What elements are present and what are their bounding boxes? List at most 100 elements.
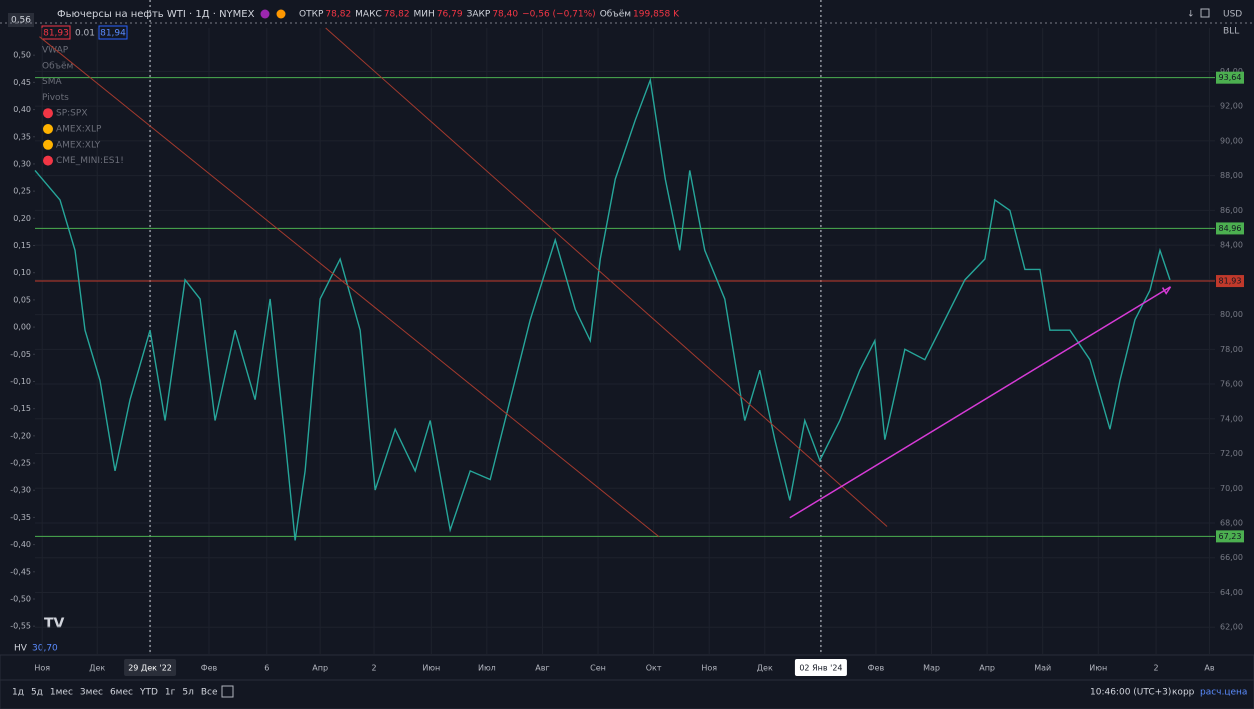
x-tick-label: Мар <box>923 664 940 673</box>
y2-tick-label: 0,30 <box>13 159 31 168</box>
y2-tick-label: 0,35 <box>13 132 31 141</box>
adjust[interactable]: корр <box>1172 688 1195 698</box>
level-label: 67,23 <box>1219 532 1242 541</box>
x-tick-label: Июн <box>1089 664 1107 673</box>
range-button[interactable]: 1д <box>12 688 24 698</box>
indicator-icon <box>43 108 53 119</box>
y2-tick-label: 0,00 <box>13 323 31 332</box>
x-tick-label: 29 Дек '22 <box>128 664 172 673</box>
icon-down[interactable]: ↓ <box>1187 10 1195 20</box>
y2-tick-label: 0,45 <box>13 78 31 87</box>
ohlc-label: ОТКР <box>299 10 324 20</box>
currency[interactable]: USD <box>1223 10 1242 20</box>
y2-tick-label: 0,15 <box>13 241 31 250</box>
indicator-icon <box>43 155 53 166</box>
level-badge <box>1216 530 1244 543</box>
y2-tick-label: -0,45 <box>10 567 31 576</box>
range-button[interactable]: 5л <box>182 688 193 698</box>
ohlc-value: 78,82 <box>384 10 410 20</box>
range-button[interactable]: 6мес <box>110 688 133 698</box>
y-tick-label: 84,00 <box>1220 241 1243 250</box>
icon-frame[interactable] <box>1200 8 1210 18</box>
x-tick-label: Апр <box>312 664 328 673</box>
y-tick-label: 76,00 <box>1220 380 1243 389</box>
x-tick-label: Фев <box>868 664 885 673</box>
range-button[interactable]: 3мес <box>80 688 103 698</box>
volume: 199,858 K <box>633 10 680 20</box>
volume-label: Объём <box>600 10 631 20</box>
y2-tick-label: -0,35 <box>10 513 31 522</box>
x-tick-label: Ав <box>1204 664 1214 673</box>
price-type[interactable]: расч.цена <box>1200 688 1247 698</box>
time-axis-bar <box>0 654 1254 681</box>
change: −0,56 (−0,71%) <box>522 10 596 20</box>
calendar-icon[interactable] <box>221 685 234 698</box>
arrow-head <box>1161 286 1172 295</box>
y2-tick-label: 0,25 <box>13 187 31 196</box>
range-button[interactable]: 1г <box>165 688 176 698</box>
trend-line <box>325 27 888 527</box>
y-tick-label: 66,00 <box>1220 553 1243 562</box>
unit[interactable]: BLL <box>1223 27 1239 37</box>
left-badge-bg <box>8 13 34 27</box>
ohlc-label: МАКС <box>355 10 382 20</box>
range-button[interactable]: YTD <box>139 688 158 698</box>
y2-tick-label: -0,10 <box>10 377 31 386</box>
indicator-name: VWAP <box>42 46 69 56</box>
x-tick-label: 02 Янв '24 <box>799 664 842 673</box>
x-tick-label: Авг <box>535 664 549 673</box>
y2-tick-label: -0,20 <box>10 431 31 440</box>
buy-price[interactable]: 81,94 <box>100 29 126 39</box>
symbol-title[interactable]: Фьючерсы на нефть WTI · 1Д · NYMEX <box>57 9 255 20</box>
ohlc: ОТКР 78,82 МАКС 78,82 МИН 76,79 ЗАКР 78,40 −0,56… <box>299 10 680 20</box>
logo: TV <box>44 616 65 632</box>
y2-tick-label: 0,05 <box>13 295 31 304</box>
indicator-name: AMEX:XLY <box>56 140 101 150</box>
x-tick-label: Сен <box>590 664 606 673</box>
level-label: 81,93 <box>1219 277 1242 286</box>
range-button[interactable]: Все <box>201 688 218 698</box>
x-tick-label: 6 <box>264 664 269 673</box>
x-tick-label: Июл <box>478 664 496 673</box>
y2-tick-label: -0,25 <box>10 459 31 468</box>
y2-tick-label: -0,30 <box>10 486 31 495</box>
x-tick-highlight <box>124 659 177 676</box>
indicator-name: Объём <box>42 61 73 71</box>
ohlc-label: ЗАКР <box>467 10 491 20</box>
range-button[interactable]: 1мес <box>50 688 73 698</box>
x-tick-label: Ноя <box>701 664 717 673</box>
y-tick-label: 72,00 <box>1220 449 1243 458</box>
ohlc-value: 78,40 <box>492 10 518 20</box>
y2-tick-label: 0,10 <box>13 268 31 277</box>
indicator-name: CME_MINI:ES1! <box>56 156 124 166</box>
y-tick-label: 68,00 <box>1220 519 1243 528</box>
ohlc-label: МИН <box>414 10 435 20</box>
x-tick-label: Дек <box>89 664 105 673</box>
y-tick-label: 74,00 <box>1220 414 1243 423</box>
y-tick-label: 86,00 <box>1220 206 1243 215</box>
buy-box[interactable] <box>98 25 128 40</box>
y2-tick-label: 0,50 <box>13 51 31 60</box>
indicator-icon <box>43 139 53 150</box>
trend-line <box>789 286 1171 519</box>
sell-price[interactable]: 81,93 <box>43 29 69 39</box>
range-button[interactable]: 5д <box>31 688 43 698</box>
y-tick-label: 70,00 <box>1220 484 1243 493</box>
y-tick-label: 88,00 <box>1220 171 1243 180</box>
y2-tick-label: -0,05 <box>10 350 31 359</box>
level-badge <box>1216 275 1244 288</box>
indicator-icon <box>43 124 53 134</box>
y2-tick-label: -0,40 <box>10 540 31 549</box>
y2-tick-label: -0,55 <box>10 622 31 631</box>
y2-tick-label: 0,40 <box>13 105 31 114</box>
indicator-name: AMEX:XLP <box>56 125 102 135</box>
indicator-name: SMA <box>42 77 62 87</box>
indicator-name: Pivots <box>42 93 69 103</box>
left-badge: 0,56 <box>11 16 31 26</box>
clock: 10:46:00 (UTC+3) <box>1090 688 1171 698</box>
y-tick-label: 92,00 <box>1220 102 1243 111</box>
x-tick-label: Окт <box>646 664 662 673</box>
hv-value: 30,70 <box>32 644 58 654</box>
level-badge <box>1216 71 1244 84</box>
